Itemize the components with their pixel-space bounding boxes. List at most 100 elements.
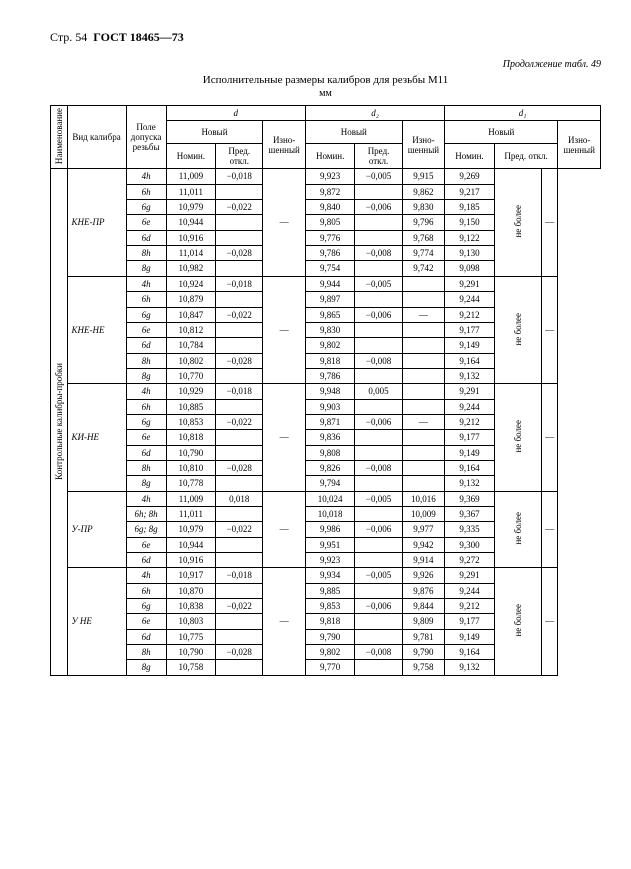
- d-nominal: 11,009: [166, 169, 216, 184]
- d1-nominal: 9,212: [445, 414, 495, 429]
- d2-deviation: −0,006: [355, 599, 402, 614]
- d-deviation: −0,028: [216, 460, 263, 475]
- d-nominal: 10,803: [166, 614, 216, 629]
- d2-worn: 9,915: [402, 169, 445, 184]
- dimensions-table: Наименование Вид калибра Поле допуска ре…: [50, 105, 601, 676]
- d-deviation: [216, 261, 263, 276]
- d1-nominal: 9,244: [445, 292, 495, 307]
- d1-nominal: 9,244: [445, 399, 495, 414]
- gauge-type: КНЕ-ПР: [67, 169, 126, 276]
- d2-nominal: 9,897: [305, 292, 355, 307]
- d1-deviation: не более: [494, 169, 541, 276]
- col-naim: Наименование: [54, 108, 64, 164]
- d2-worn: [402, 292, 445, 307]
- d2-deviation: [355, 184, 402, 199]
- d-nominal: 11,009: [166, 491, 216, 506]
- tolerance-field: 4h: [126, 384, 166, 399]
- d-nominal: 10,790: [166, 445, 216, 460]
- d-deviation: [216, 215, 263, 230]
- d2-worn: 9,774: [402, 246, 445, 261]
- tolerance-field: 4h: [126, 169, 166, 184]
- d2-deviation: −0,005: [355, 491, 402, 506]
- gauge-type: КНЕ-НЕ: [67, 276, 126, 383]
- d-nominal: 10,838: [166, 599, 216, 614]
- col-pred: Пред. откл.: [355, 143, 402, 169]
- standard-number: ГОСТ 18465—73: [93, 30, 184, 44]
- d-deviation: [216, 430, 263, 445]
- d2-deviation: [355, 629, 402, 644]
- table-continuation: Продолжение табл. 49: [50, 59, 601, 70]
- d2-deviation: −0,006: [355, 307, 402, 322]
- d-deviation: [216, 553, 263, 568]
- d-deviation: −0,022: [216, 307, 263, 322]
- d1-deviation: не более: [494, 384, 541, 491]
- d2-worn: 10,016: [402, 491, 445, 506]
- d1-nominal: 9,291: [445, 384, 495, 399]
- d-deviation: −0,022: [216, 599, 263, 614]
- d-nominal: 11,011: [166, 506, 216, 521]
- tolerance-field: 8g: [126, 476, 166, 491]
- d-nominal: 10,770: [166, 368, 216, 383]
- tolerance-field: 6g: [126, 307, 166, 322]
- d-nominal: 10,916: [166, 553, 216, 568]
- tolerance-field: 6g: [126, 200, 166, 215]
- d-nominal: 10,916: [166, 230, 216, 245]
- d2-nominal: 9,853: [305, 599, 355, 614]
- col-nomin: Номин.: [305, 143, 355, 169]
- d2-worn: 9,844: [402, 599, 445, 614]
- d2-nominal: 9,923: [305, 553, 355, 568]
- d2-deviation: −0,008: [355, 460, 402, 475]
- d-deviation: 0,018: [216, 491, 263, 506]
- d-nominal: 10,812: [166, 322, 216, 337]
- d1-nominal: 9,149: [445, 445, 495, 460]
- d-worn: —: [263, 491, 306, 568]
- d2-nominal: 9,818: [305, 614, 355, 629]
- d2-deviation: [355, 338, 402, 353]
- tolerance-field: 4h: [126, 568, 166, 583]
- d1-nominal: 9,291: [445, 276, 495, 291]
- d2-deviation: [355, 583, 402, 598]
- d2-worn: [402, 460, 445, 475]
- d2-worn: 9,926: [402, 568, 445, 583]
- d1-nominal: 9,177: [445, 430, 495, 445]
- d-nominal: 10,982: [166, 261, 216, 276]
- d2-worn: [402, 399, 445, 414]
- d1-deviation: не более: [494, 276, 541, 383]
- d-deviation: [216, 660, 263, 675]
- d2-deviation: −0,006: [355, 522, 402, 537]
- d1-nominal: 9,149: [445, 338, 495, 353]
- tolerance-field: 8g: [126, 368, 166, 383]
- tolerance-field: 6d: [126, 230, 166, 245]
- d-nominal: 10,847: [166, 307, 216, 322]
- d1-nominal: 9,300: [445, 537, 495, 552]
- d1-deviation: не более: [494, 491, 541, 568]
- tolerance-field: 6g: [126, 414, 166, 429]
- d2-nominal: 10,024: [305, 491, 355, 506]
- d2-worn: —: [402, 414, 445, 429]
- d2-nominal: 9,872: [305, 184, 355, 199]
- gauge-type: КИ-НЕ: [67, 384, 126, 491]
- d2-worn: 9,876: [402, 583, 445, 598]
- d2-worn: [402, 322, 445, 337]
- d2-nominal: 9,840: [305, 200, 355, 215]
- d2-nominal: 9,903: [305, 399, 355, 414]
- d-deviation: −0,028: [216, 353, 263, 368]
- d1-nominal: 9,212: [445, 307, 495, 322]
- d-nominal: 10,784: [166, 338, 216, 353]
- d1-nominal: 9,132: [445, 476, 495, 491]
- d-nominal: 10,944: [166, 215, 216, 230]
- col-izn-d2: Изно- шенный: [402, 121, 445, 169]
- d2-nominal: 9,770: [305, 660, 355, 675]
- side-label: Контрольные калибры-пробки: [54, 363, 64, 480]
- d-nominal: 10,758: [166, 660, 216, 675]
- tolerance-field: 6d: [126, 445, 166, 460]
- d2-nominal: 9,754: [305, 261, 355, 276]
- d2-nominal: 9,986: [305, 522, 355, 537]
- d-worn: —: [263, 169, 306, 276]
- d2-nominal: 9,802: [305, 338, 355, 353]
- d2-worn: 9,977: [402, 522, 445, 537]
- tolerance-field: 6h: [126, 399, 166, 414]
- d2-deviation: −0,005: [355, 276, 402, 291]
- d1-worn: —: [541, 384, 558, 491]
- d1-nominal: 9,132: [445, 368, 495, 383]
